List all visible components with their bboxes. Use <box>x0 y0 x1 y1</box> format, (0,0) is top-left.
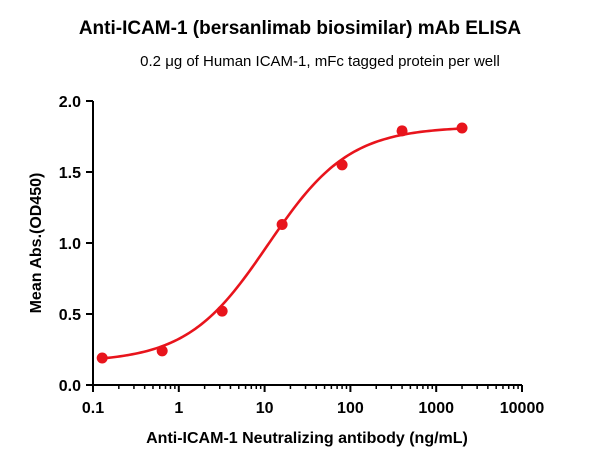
data-point <box>456 122 468 134</box>
fit-curve-layer <box>102 127 463 360</box>
fit-curve <box>102 127 463 360</box>
data-point <box>156 345 168 357</box>
x-axis-title: Anti-ICAM-1 Neutralizing antibody (ng/mL… <box>146 430 468 447</box>
y-tick-label: 1.0 <box>59 236 81 253</box>
x-tick-label: 10000 <box>500 400 545 417</box>
data-points-layer <box>96 122 468 364</box>
data-point <box>396 125 408 137</box>
y-tick-label: 0.0 <box>59 378 81 395</box>
data-point <box>216 305 228 317</box>
y-tick-label: 0.5 <box>59 307 81 324</box>
chart-subtitle: 0.2 μg of Human ICAM-1, mFc tagged prote… <box>140 53 500 70</box>
y-tick-label: 2.0 <box>59 94 81 111</box>
x-tick-label: 1 <box>174 400 183 417</box>
x-tick-label: 10 <box>256 400 274 417</box>
chart-title: Anti-ICAM-1 (bersanlimab biosimilar) mAb… <box>78 18 522 39</box>
y-axis-title: Mean Abs.(OD450) <box>28 173 45 314</box>
data-point <box>336 159 348 171</box>
x-tick-label: 1000 <box>418 400 454 417</box>
x-tick-label: 0.1 <box>82 400 104 417</box>
data-point <box>276 219 288 231</box>
x-tick-label: 100 <box>337 400 364 417</box>
y-tick-label: 1.5 <box>59 165 81 182</box>
data-point <box>96 352 108 364</box>
axes: 0.1 1 10 100 1000 10000 0.0 0.5 1.0 1.5 2.0 <box>59 94 545 417</box>
